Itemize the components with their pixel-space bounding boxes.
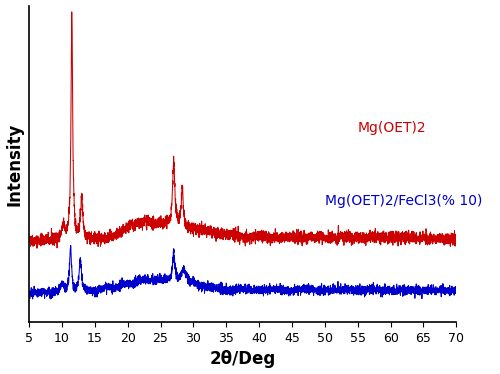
Y-axis label: Intensity: Intensity <box>6 122 24 206</box>
Text: Mg(OET)2: Mg(OET)2 <box>358 121 426 135</box>
X-axis label: 2θ/Deg: 2θ/Deg <box>210 350 276 368</box>
Text: Mg(OET)2/FeCl3(% 10): Mg(OET)2/FeCl3(% 10) <box>325 194 482 208</box>
